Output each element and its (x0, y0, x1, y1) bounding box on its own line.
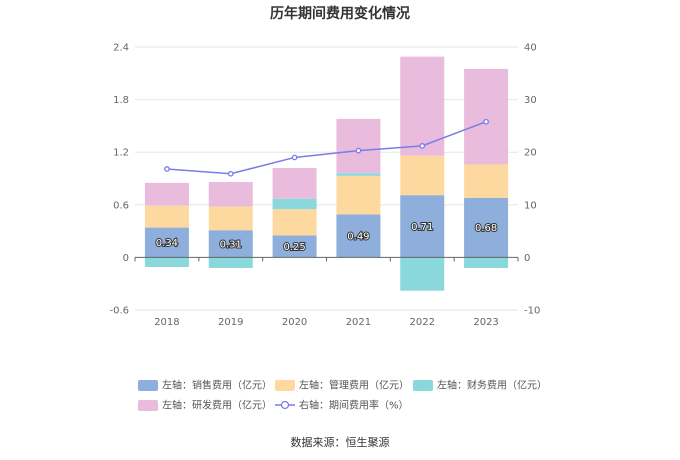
bar-segment (272, 167, 317, 199)
line-point (419, 143, 426, 149)
source-note: 数据来源：恒生聚源 (291, 435, 390, 449)
legend-label: 左轴：财务费用（亿元） (437, 379, 547, 392)
data-label: 0.71 (411, 222, 433, 233)
data-label: 0.25 (283, 242, 305, 253)
data-labels: 0.34 0.31 0.25 0.49 0.71 0.68 (155, 221, 498, 254)
bar-segment (464, 68, 509, 165)
data-label: 0.68 (475, 223, 497, 234)
bar-segment (272, 209, 317, 236)
legend-swatch (138, 380, 158, 391)
line-point (291, 154, 298, 161)
bar-segment (464, 257, 509, 268)
bar-segment (272, 235, 317, 258)
bar-segment (464, 164, 509, 198)
bar-segment (208, 257, 253, 268)
legend-label: 左轴：研发费用（亿元） (162, 399, 272, 412)
legend-swatch (138, 400, 158, 411)
gridlines (135, 46, 518, 311)
bar-segment (144, 257, 189, 268)
bar-segment (272, 198, 317, 210)
bar-segment (400, 56, 445, 156)
bar-segment (336, 173, 381, 176)
right-tick-label: 20 (524, 148, 537, 159)
chart-title: 历年期间费用变化情况 (270, 5, 410, 22)
x-axis: 2018 2019 2020 2021 2022 2023 (134, 257, 519, 328)
right-tick-label: -10 (524, 306, 540, 317)
bar-segment (144, 182, 189, 206)
left-axis: -0.6 0 0.6 1.2 1.8 2.4 (109, 43, 129, 317)
bar-segment (144, 227, 189, 258)
right-axis: -10 0 10 20 30 40 (524, 43, 540, 317)
legend-label: 左轴：销售费用（亿元） (162, 379, 272, 392)
legend-label: 左轴：管理费用（亿元） (299, 379, 409, 392)
left-tick-label: 1.2 (113, 148, 129, 159)
line-point (355, 147, 362, 154)
x-tick-label: 2018 (154, 317, 179, 328)
bar-segment (336, 118, 381, 174)
line-point (164, 166, 170, 172)
bar-segment (336, 175, 381, 215)
data-label: 0.31 (220, 239, 242, 250)
line-point (483, 118, 489, 125)
x-tick-label: 2023 (473, 317, 498, 328)
left-tick-label: 0 (123, 253, 129, 264)
bar-segment (336, 214, 381, 258)
left-tick-label: 2.4 (113, 43, 129, 54)
legend: 左轴：销售费用（亿元） 左轴：管理费用（亿元） 左轴：财务费用（亿元） 左轴：研发费用… (138, 379, 547, 412)
x-tick-label: 2022 (410, 317, 435, 328)
right-tick-label: 0 (524, 253, 530, 264)
bar-segment (464, 197, 509, 258)
bar-segment (144, 205, 189, 228)
left-tick-label: -0.6 (109, 306, 129, 317)
bar-segment (400, 155, 445, 196)
legend-label: 右轴：期间费用率（%） (299, 399, 409, 412)
bars (144, 56, 509, 291)
x-tick-label: 2021 (346, 317, 371, 328)
right-tick-label: 10 (524, 200, 537, 211)
data-label: 0.49 (347, 231, 369, 242)
x-tick-label: 2020 (282, 317, 307, 328)
ratio-line (164, 118, 489, 177)
legend-point-marker (280, 400, 290, 410)
bar-segment (400, 257, 445, 291)
left-tick-label: 1.8 (113, 95, 129, 106)
bar-segment (208, 182, 253, 207)
ratio-line-path (166, 120, 487, 175)
right-tick-label: 40 (524, 43, 537, 54)
data-label: 0.34 (156, 238, 178, 249)
x-tick-label: 2019 (218, 317, 243, 328)
line-point (227, 170, 234, 177)
legend-swatch (413, 380, 433, 391)
legend-swatch (275, 380, 295, 391)
bar-segment (208, 206, 253, 231)
right-tick-label: 30 (524, 95, 537, 106)
bar-segment (400, 195, 445, 258)
left-tick-label: 0.6 (113, 200, 129, 211)
bar-segment (208, 230, 253, 258)
